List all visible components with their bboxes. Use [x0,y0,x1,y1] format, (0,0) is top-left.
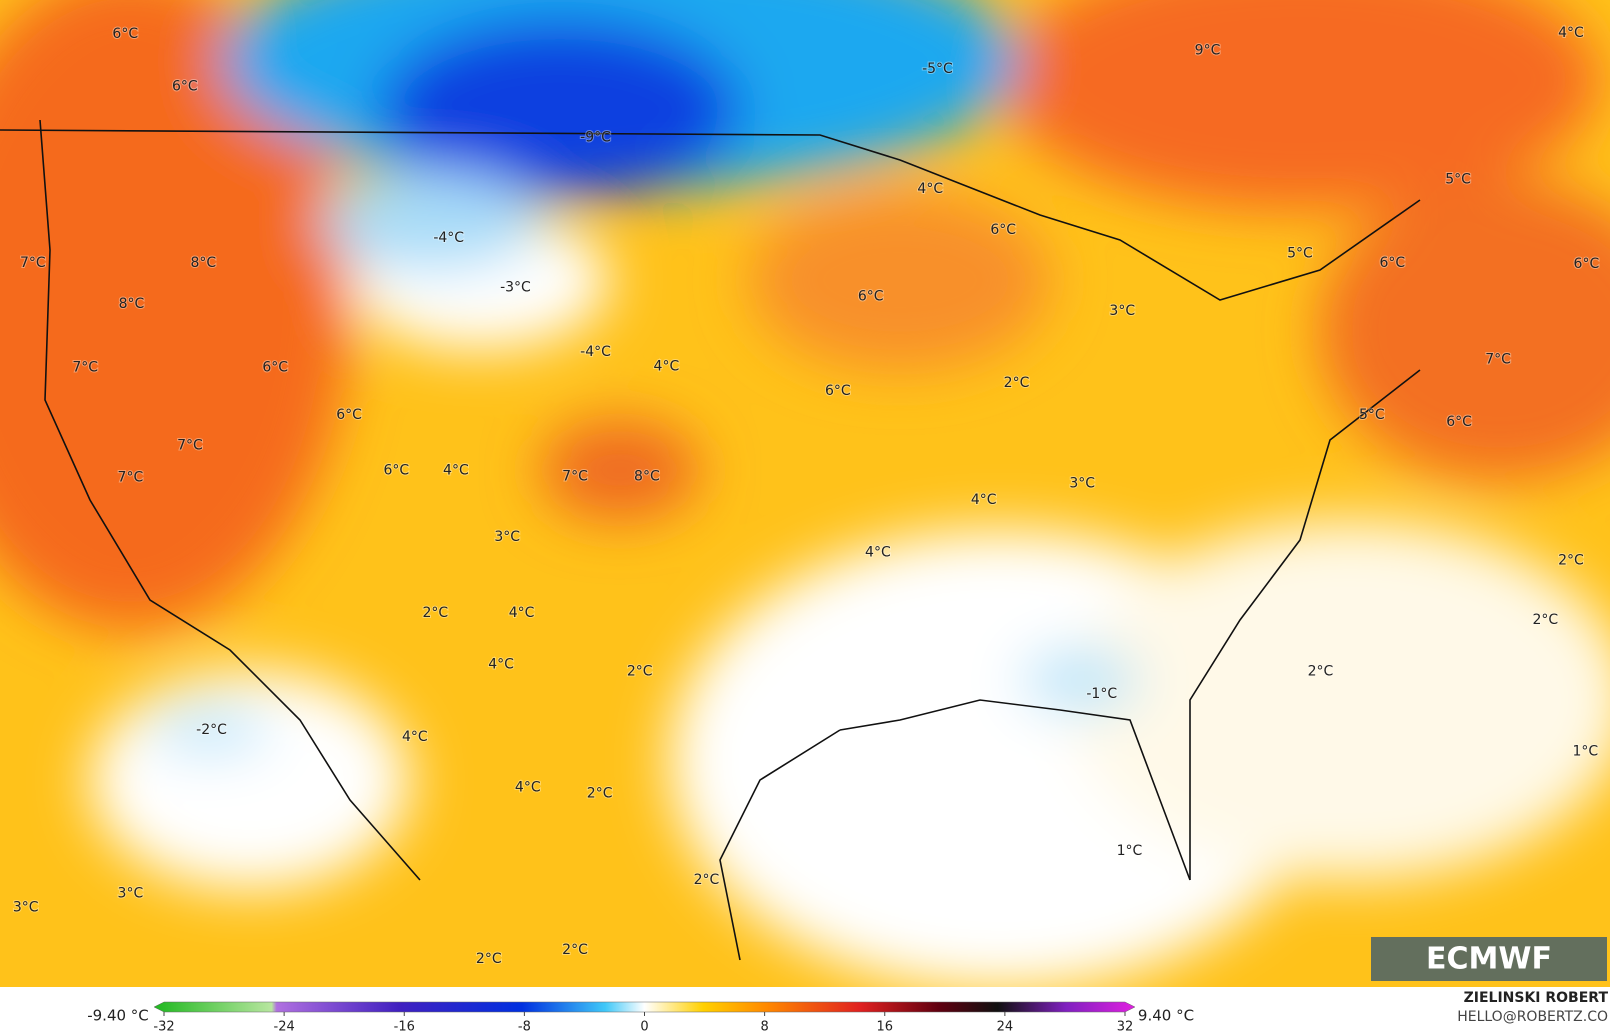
temperature-label: 8°C [119,296,145,312]
temperature-label: -2°C [196,722,227,738]
temperature-field [0,0,1610,987]
temperature-label: 9°C [1195,42,1221,58]
temperature-label: 6°C [1379,255,1405,271]
temperature-label: 2°C [476,951,502,967]
temperature-label: -5°C [922,61,953,77]
temperature-label: 4°C [402,729,428,745]
author: ZIELINSKI ROBERT [1464,990,1609,1006]
temperature-label: 7°C [562,468,588,484]
temperature-label: -9°C [580,130,611,146]
temperature-label: 4°C [1558,25,1584,41]
temperature-label: 4°C [865,544,891,560]
colorbar-tick-label: 0 [640,1020,648,1035]
temperature-label: 6°C [1446,414,1472,430]
temperature-label: 6°C [172,78,198,94]
temperature-label: 8°C [634,468,660,484]
colorbar-tick-label: 32 [1117,1020,1134,1035]
temperature-label: 7°C [1485,351,1511,367]
colorbar-tick-label: 24 [997,1020,1014,1035]
temperature-label: 4°C [971,492,997,508]
temperature-label: 1°C [1117,843,1143,859]
temperature-label: 4°C [654,359,680,375]
temperature-label: 5°C [1445,172,1471,188]
temperature-label: -1°C [1086,686,1117,702]
temperature-label: 2°C [694,872,720,888]
colorbar-tick-label: -16 [394,1020,415,1035]
temperature-label: 3°C [118,885,144,901]
temperature-label: 6°C [990,222,1016,238]
temperature-label: -4°C [433,230,464,246]
temperature-label: 2°C [587,786,613,802]
temperature-label: 2°C [562,942,588,958]
temperature-label: 4°C [443,462,469,478]
temperature-label: 2°C [1308,664,1334,680]
temperature-label: 6°C [112,26,138,42]
temperature-label: 3°C [494,529,520,545]
contact: HELLO@ROBERTZ.CO [1457,1009,1608,1025]
temperature-label: 8°C [190,255,216,271]
colorbar-min-label: -9.40 °C [87,1007,149,1025]
temperature-label: 1°C [1573,744,1599,760]
temperature-label: 3°C [13,900,39,916]
temperature-label: 6°C [1574,256,1600,272]
temperature-label: 3°C [1069,476,1095,492]
colorbar-max-label: 9.40 °C [1138,1007,1194,1025]
temperature-label: 4°C [509,605,535,621]
temperature-label: 6°C [858,289,884,305]
temperature-label: -3°C [500,280,531,296]
temperature-label: 6°C [336,407,362,423]
temperature-label: 5°C [1287,246,1313,262]
temperature-label: 6°C [383,462,409,478]
temperature-label: 7°C [20,255,46,271]
colorbar-tick-label: -24 [274,1020,295,1035]
temperature-label: 3°C [1109,303,1135,319]
temperature-label: 2°C [1558,553,1584,569]
temperature-label: 2°C [627,664,653,680]
temperature-label: -4°C [580,344,611,360]
colorbar-tick-label: 8 [760,1020,768,1035]
temperature-label: 7°C [118,469,144,485]
temperature-label: 5°C [1359,407,1385,423]
temperature-label: 4°C [917,181,943,197]
temperature-label: 7°C [72,360,98,376]
temperature-label: 7°C [177,438,203,454]
colorbar-tick-label: -8 [518,1020,531,1035]
colorbar-tick-label: -32 [153,1020,174,1035]
temperature-label: 2°C [1532,612,1558,628]
temperature-label: 4°C [515,780,541,796]
temperature-label: 2°C [423,605,449,621]
colorbar-tick-label: 16 [876,1020,893,1035]
temperature-label: 6°C [825,383,851,399]
colorbar [153,1001,1136,1013]
temperature-label: 6°C [262,360,288,376]
temperature-label: 4°C [488,656,514,672]
logo: ECMWF [1426,942,1552,977]
temperature-label: 2°C [1004,375,1030,391]
